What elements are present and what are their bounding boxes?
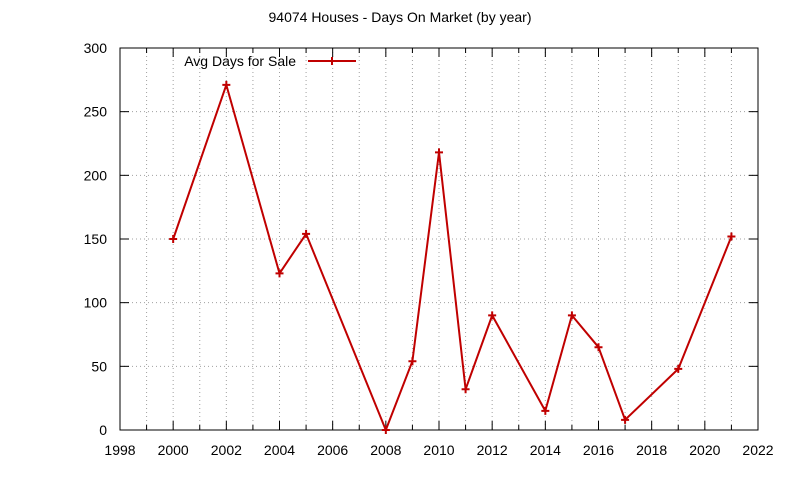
x-tick-label: 2022: [742, 442, 773, 458]
x-tick-label: 2012: [477, 442, 508, 458]
x-tick-label: 2000: [158, 442, 189, 458]
data-point-marker: [727, 232, 736, 241]
x-tick-label: 2006: [317, 442, 348, 458]
legend-label: Avg Days for Sale: [184, 53, 296, 69]
y-tick-label: 100: [84, 295, 108, 311]
data-point-marker: [621, 415, 630, 424]
data-point-marker: [594, 343, 603, 352]
data-point-marker: [674, 364, 683, 373]
data-point-marker: [408, 357, 417, 366]
data-point-marker: [169, 235, 178, 243]
data-point-marker: [222, 80, 231, 89]
series-line: [172, 83, 733, 431]
x-tick-label: 2016: [583, 442, 614, 458]
y-tick-label: 250: [84, 104, 108, 120]
data-point-marker: [275, 269, 284, 278]
data-point-marker: [567, 311, 576, 320]
axis-ticks: 1998 2000 2002 2004 2006 2008 2010 2012 2014 2016…: [84, 40, 774, 458]
x-tick-label: 2002: [211, 442, 242, 458]
data-point-marker: [381, 426, 390, 434]
x-tick-label: 2014: [530, 442, 561, 458]
y-tick-label: 50: [91, 358, 107, 374]
data-point-marker: [461, 385, 470, 394]
x-tick-label: 2018: [636, 442, 667, 458]
x-tick-label: 1998: [104, 442, 135, 458]
y-tick-label: 150: [84, 231, 108, 247]
data-point-marker: [435, 148, 443, 157]
data-point-marker: [541, 406, 550, 415]
legend-marker-sample: [328, 57, 336, 65]
data-point-marker: [488, 311, 497, 320]
data-point-marker: [302, 229, 311, 238]
series-area: [169, 80, 736, 434]
x-tick-label: 2020: [689, 442, 720, 458]
y-tick-label: 300: [84, 40, 108, 56]
plot-frame: [119, 47, 759, 431]
x-tick-label: 2008: [370, 442, 401, 458]
x-tick-label: 2004: [264, 442, 295, 458]
legend: Avg Days for Sale: [184, 53, 356, 69]
chart-title: 94074 Houses - Days On Market (by year): [269, 9, 532, 25]
y-tick-label: 0: [99, 422, 107, 438]
grid: [120, 48, 758, 430]
y-tick-label: 200: [84, 167, 108, 183]
x-tick-label: 2010: [423, 442, 454, 458]
